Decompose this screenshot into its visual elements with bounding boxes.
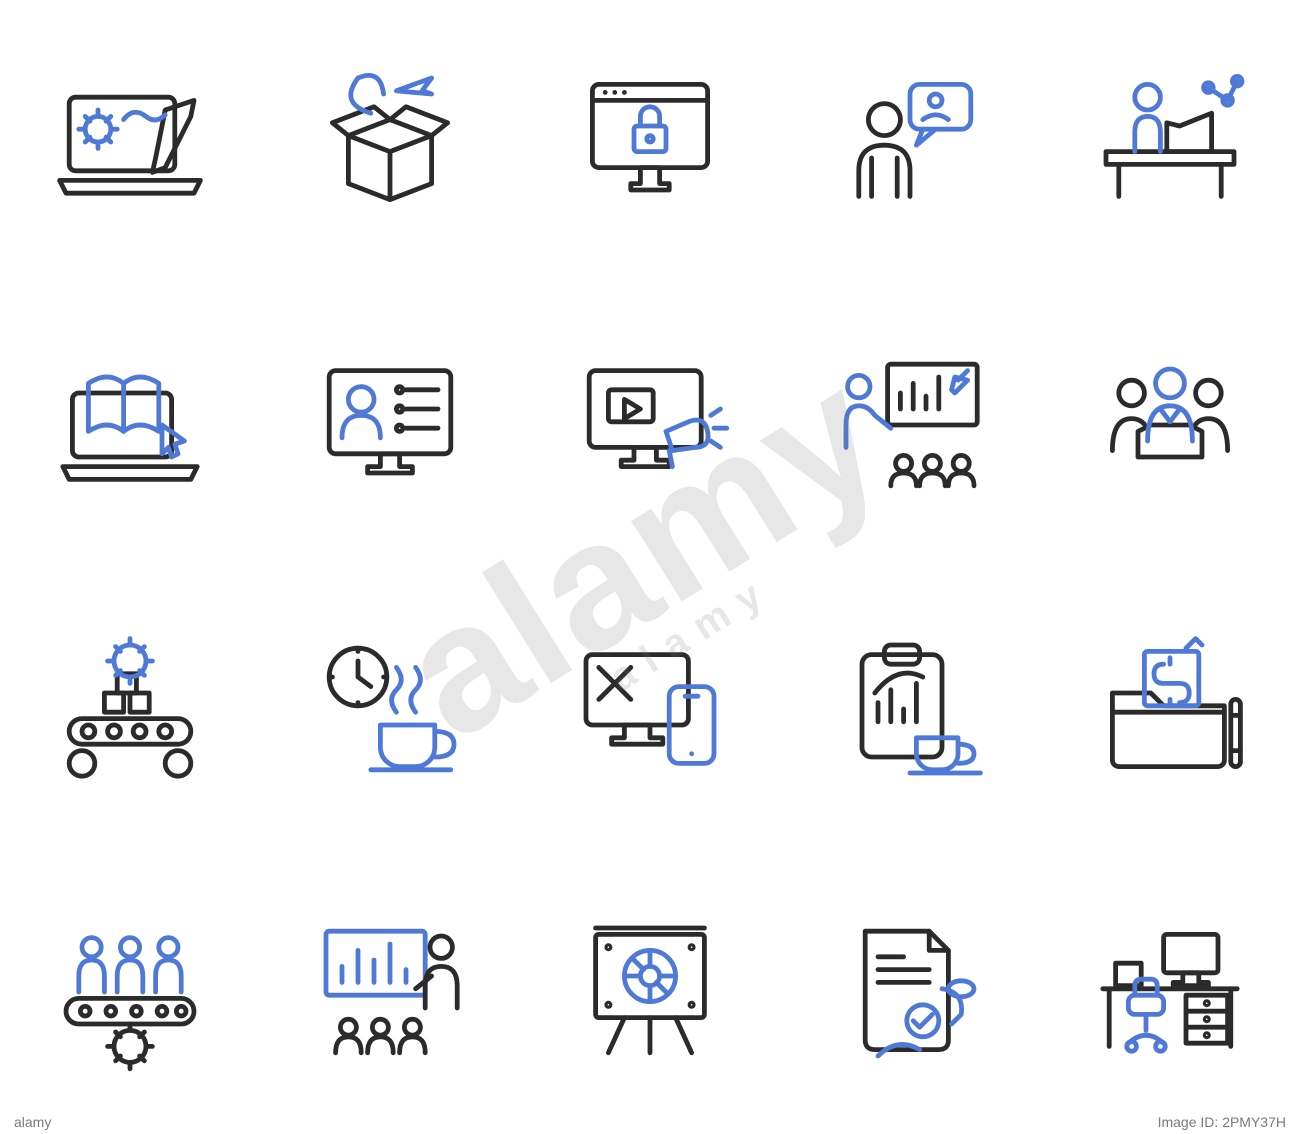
icon-presenter-chart: [260, 851, 520, 1134]
icon-devices: [520, 567, 780, 851]
footer: alamy Image ID: 2PMY37H: [0, 1114, 1300, 1130]
icon-desk-analytics: [1040, 0, 1300, 284]
icon-box-launch: [260, 0, 520, 284]
icon-monitor-profile: [260, 284, 520, 568]
icon-teacher-presentation: [780, 284, 1040, 568]
icon-grid: [0, 0, 1300, 1134]
icon-monitor-lock: [520, 0, 780, 284]
icon-clock-coffee: [260, 567, 520, 851]
icon-folder-money: [1040, 567, 1300, 851]
icon-easel-piechart: [520, 851, 780, 1134]
icon-laptop-book: [0, 284, 260, 568]
icon-office-desk: [1040, 851, 1300, 1134]
footer-image-id: Image ID: 2PMY37H: [1158, 1114, 1286, 1130]
icon-document-stamp: [780, 851, 1040, 1134]
icon-clipboard-chart: [780, 567, 1040, 851]
icon-monitor-marketing: [520, 284, 780, 568]
icon-person-chat: [780, 0, 1040, 284]
icon-laptop-design: [0, 0, 260, 284]
icon-team-people: [1040, 284, 1300, 568]
footer-brand: alamy: [14, 1114, 51, 1130]
icon-conveyor-people: [0, 851, 260, 1134]
icon-conveyor-gear: [0, 567, 260, 851]
